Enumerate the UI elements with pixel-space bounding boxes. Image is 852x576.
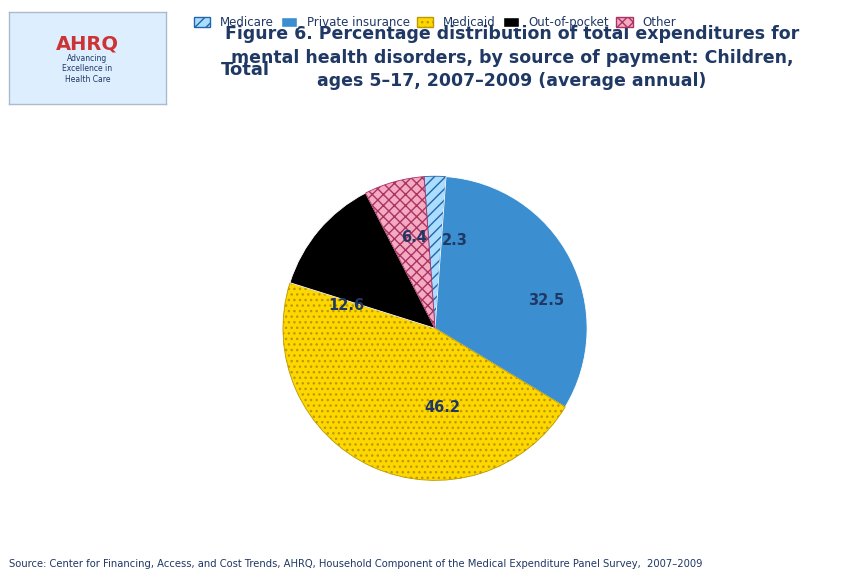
Text: Source: Center for Financing, Access, and Cost Trends, AHRQ, Household Component: Source: Center for Financing, Access, an… <box>9 559 701 569</box>
Text: 12.6: 12.6 <box>328 298 365 313</box>
Text: Advancing
Excellence in
Health Care: Advancing Excellence in Health Care <box>62 54 112 84</box>
Wedge shape <box>435 177 586 407</box>
Text: 46.2: 46.2 <box>424 400 460 415</box>
Wedge shape <box>366 177 435 328</box>
Legend: Medicare, Private insurance, Medicaid, Out-of-pocket, Other: Medicare, Private insurance, Medicaid, O… <box>189 11 680 33</box>
Text: AHRQ: AHRQ <box>56 35 118 53</box>
Text: 2.3: 2.3 <box>441 233 467 248</box>
Text: 32.5: 32.5 <box>527 293 563 309</box>
Text: Figure 6. Percentage distribution of total expenditures for
mental health disord: Figure 6. Percentage distribution of tot… <box>224 25 798 90</box>
Wedge shape <box>423 176 446 328</box>
Wedge shape <box>290 193 435 328</box>
Text: 6.4: 6.4 <box>400 230 426 245</box>
Wedge shape <box>283 283 565 480</box>
Text: Total: Total <box>220 61 269 79</box>
